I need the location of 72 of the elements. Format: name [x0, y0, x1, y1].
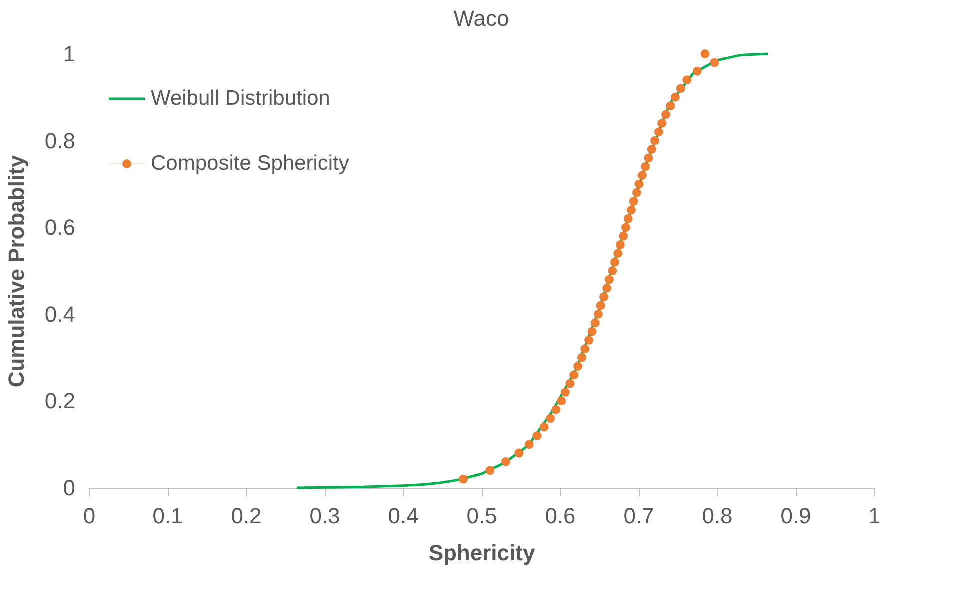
point: [670, 92, 680, 102]
y-tick-label: 1: [63, 42, 76, 66]
point: [629, 197, 638, 206]
point: [610, 258, 620, 267]
x-tick-label: 0.7: [624, 504, 654, 528]
point: [574, 362, 583, 371]
y-axis-title: Cumulative Probablity: [4, 154, 29, 388]
point: [676, 84, 686, 94]
point: [621, 223, 630, 232]
point: [626, 206, 636, 215]
point: [514, 448, 524, 458]
point: [584, 336, 594, 345]
y-tick-label: 0.4: [44, 302, 76, 327]
point: [570, 370, 579, 380]
point: [540, 422, 549, 432]
chart-title: Waco: [454, 6, 510, 31]
point: [486, 466, 495, 476]
x-axis-title: Sphericity: [428, 540, 536, 566]
point: [654, 128, 664, 137]
point: [580, 344, 590, 354]
point: [594, 310, 603, 319]
point: [682, 76, 692, 85]
point: [700, 50, 710, 58]
point: [604, 275, 614, 284]
point: [641, 162, 650, 172]
x-tick-label: 0: [83, 504, 96, 528]
x-tick-label: 0.1: [152, 504, 184, 528]
point: [614, 249, 623, 258]
legend-label: Composite Sphericity: [151, 152, 350, 175]
point: [692, 66, 702, 76]
x-tick-label: 0.5: [466, 504, 498, 528]
point: [524, 440, 534, 450]
point: [588, 327, 597, 336]
x-tick-label: 0.9: [780, 504, 812, 528]
y-tick-label: 0.8: [44, 128, 76, 154]
point: [644, 154, 654, 163]
x-tick-label: 0.8: [702, 504, 733, 528]
point: [658, 118, 667, 128]
point: [561, 388, 570, 397]
point: [634, 180, 644, 189]
point: [596, 301, 606, 310]
point: [501, 457, 510, 466]
point: [624, 214, 633, 224]
point: [616, 240, 625, 250]
point: [647, 145, 656, 154]
point: [590, 318, 600, 328]
point: [599, 292, 608, 302]
point: [458, 474, 468, 484]
point: [608, 266, 618, 276]
point: [578, 353, 586, 362]
point: [632, 188, 642, 198]
point: [532, 431, 542, 440]
legend-label: Weibull Distribution: [151, 87, 330, 110]
point: [638, 171, 647, 180]
y-tick-label: 0.6: [44, 215, 76, 240]
point: [619, 232, 628, 241]
point: [546, 414, 556, 424]
point: [650, 136, 660, 146]
x-tick-label: 1: [868, 504, 881, 528]
x-tick-label: 0.2: [231, 504, 262, 528]
x-tick-label: 0.4: [388, 504, 419, 528]
y-tick-label: 0.2: [44, 388, 76, 414]
point: [552, 405, 561, 414]
point: [566, 379, 575, 388]
point: [710, 58, 720, 68]
point: [557, 396, 566, 406]
x-tick-label: 0.6: [545, 504, 576, 528]
y-tick-label: 0: [63, 476, 76, 500]
x-tick-label: 0.3: [310, 504, 340, 528]
point: [666, 102, 676, 111]
point: [602, 284, 612, 293]
point: [662, 110, 670, 120]
